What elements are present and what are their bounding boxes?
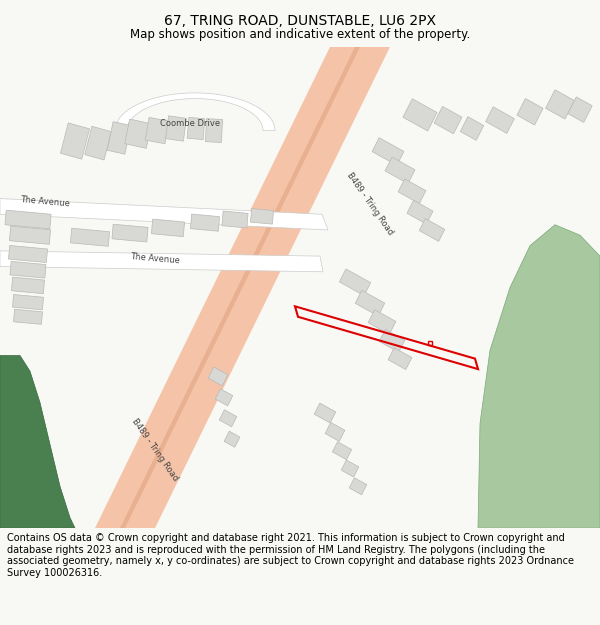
Bar (61, 123, 89, 159)
Polygon shape (478, 225, 600, 528)
Bar (341, 460, 359, 477)
Bar (340, 269, 371, 296)
Polygon shape (0, 251, 323, 272)
Bar (187, 118, 205, 139)
Bar (208, 367, 228, 386)
Bar (403, 99, 437, 131)
Polygon shape (0, 199, 328, 230)
Bar (219, 410, 237, 427)
Bar (379, 329, 405, 352)
Bar (434, 106, 462, 134)
Bar (85, 126, 111, 160)
Text: Map shows position and indicative extent of the property.: Map shows position and indicative extent… (130, 28, 470, 41)
Text: The Avenue: The Avenue (130, 251, 180, 265)
Bar (372, 138, 404, 165)
Text: 67, TRING ROAD, DUNSTABLE, LU6 2PX: 67, TRING ROAD, DUNSTABLE, LU6 2PX (164, 14, 436, 28)
Bar (70, 228, 110, 246)
Bar (517, 99, 543, 125)
Bar (125, 119, 151, 148)
Bar (190, 214, 220, 231)
Bar (568, 97, 592, 122)
Text: B489 - Tring Road: B489 - Tring Road (345, 171, 395, 237)
Bar (385, 157, 415, 184)
Bar (460, 117, 484, 140)
Bar (485, 107, 514, 133)
Polygon shape (115, 93, 275, 131)
Bar (151, 219, 185, 237)
Polygon shape (120, 47, 360, 528)
Bar (166, 116, 187, 141)
Bar (215, 389, 233, 406)
Bar (332, 442, 352, 460)
Bar (5, 210, 51, 229)
Bar (107, 122, 131, 154)
Bar (224, 431, 240, 447)
Bar (250, 209, 274, 224)
Text: Contains OS data © Crown copyright and database right 2021. This information is : Contains OS data © Crown copyright and d… (7, 533, 574, 578)
Bar (13, 294, 43, 310)
Polygon shape (95, 47, 390, 528)
Bar (10, 226, 50, 244)
Bar (355, 291, 385, 316)
Bar (368, 309, 396, 334)
Text: Coombe Drive: Coombe Drive (160, 119, 220, 127)
Bar (407, 200, 433, 224)
Bar (8, 246, 47, 262)
Bar (11, 277, 44, 294)
Bar (325, 422, 345, 441)
Bar (398, 179, 426, 204)
Bar (145, 118, 169, 144)
Polygon shape (0, 356, 75, 528)
Bar (10, 261, 46, 278)
Bar (14, 309, 43, 324)
Bar (388, 348, 412, 369)
Bar (314, 403, 336, 423)
Bar (222, 211, 248, 228)
Bar (419, 219, 445, 241)
Bar (112, 224, 148, 242)
Text: The Avenue: The Avenue (20, 195, 70, 208)
Bar (545, 90, 574, 119)
Bar (349, 478, 367, 495)
Text: B489 - Tring Road: B489 - Tring Road (130, 417, 180, 482)
Bar (205, 119, 223, 142)
